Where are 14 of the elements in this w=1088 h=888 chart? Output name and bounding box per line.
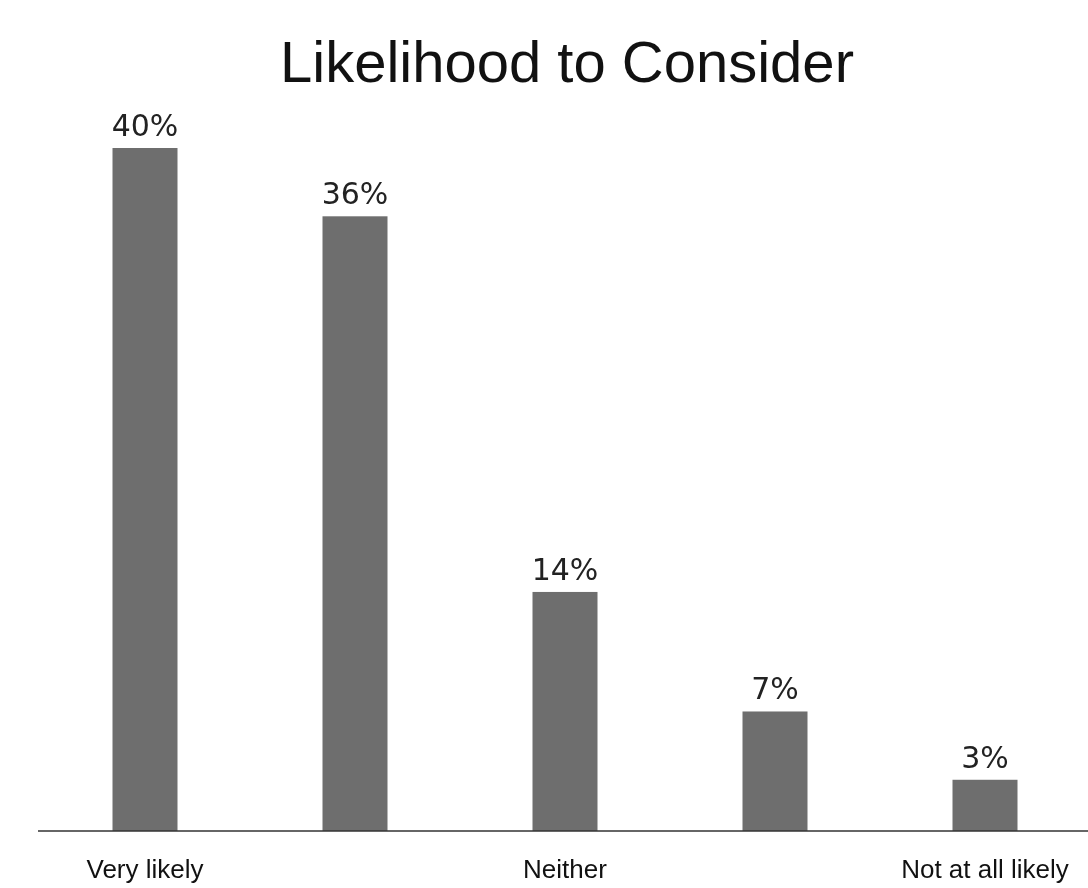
data-label: 7% bbox=[751, 671, 799, 707]
bar bbox=[112, 148, 178, 831]
bar bbox=[322, 216, 388, 831]
data-label: 3% bbox=[961, 739, 1009, 775]
data-label: 40% bbox=[111, 108, 179, 143]
data-label: 36% bbox=[321, 176, 389, 212]
x-tick-label: Not at all likely bbox=[901, 854, 1069, 884]
bar bbox=[532, 591, 598, 831]
bar bbox=[742, 711, 808, 831]
chart-title: Likelihood to Consider bbox=[280, 29, 854, 94]
x-tick-label: Very likely bbox=[86, 854, 204, 884]
bar bbox=[952, 779, 1018, 831]
x-tick-label: Neither bbox=[523, 854, 608, 884]
data-label: 14% bbox=[531, 551, 599, 587]
